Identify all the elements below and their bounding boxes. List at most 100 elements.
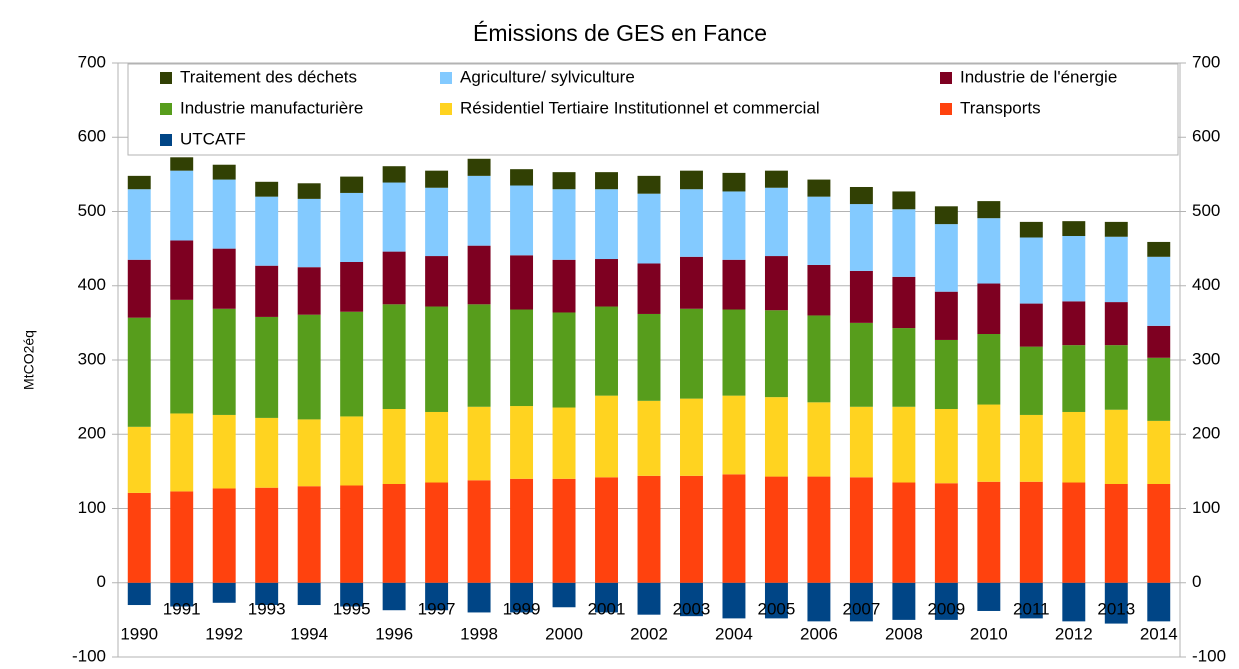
x-tick-label: 2002 xyxy=(630,624,668,643)
bar-segment xyxy=(425,256,449,307)
y-tick-label: 600 xyxy=(78,127,106,146)
bar-segment xyxy=(807,179,831,197)
bar-segment xyxy=(127,582,151,606)
bar-segment xyxy=(127,492,151,583)
bar-segment xyxy=(849,582,873,622)
bar-segment xyxy=(595,395,618,478)
x-tick-label: 1990 xyxy=(120,624,158,643)
legend-swatch xyxy=(440,103,452,115)
bar-segment xyxy=(170,299,194,414)
bar-segment xyxy=(255,196,279,266)
bar-segment xyxy=(680,256,703,309)
bar-segment xyxy=(892,191,916,210)
legend-swatch xyxy=(160,134,172,146)
bar-segment xyxy=(212,414,236,489)
bar-segment xyxy=(212,308,236,415)
x-tick-label: 2007 xyxy=(842,599,880,618)
x-tick-label: 1994 xyxy=(290,624,328,643)
bar-segment xyxy=(297,183,321,199)
bar-segment xyxy=(1062,221,1086,237)
y-tick-label: 500 xyxy=(78,201,106,220)
bar-segment xyxy=(170,157,194,171)
bar-segment xyxy=(637,582,661,615)
bar-segment xyxy=(722,474,746,583)
bar-segment xyxy=(1062,411,1086,483)
y2-tick-label: 500 xyxy=(1192,201,1220,220)
bar-segment xyxy=(1104,483,1128,583)
bar-segment xyxy=(722,395,746,475)
bar-segment xyxy=(977,218,1001,284)
y2-tick-label: 100 xyxy=(1192,498,1220,517)
bar-segment xyxy=(764,476,788,583)
bar-segment xyxy=(1147,357,1171,421)
bar-segment xyxy=(212,488,236,583)
y2-tick-label: 600 xyxy=(1192,127,1220,146)
bar-segment xyxy=(637,193,661,264)
x-tick-label: 2008 xyxy=(885,624,923,643)
bar-segment xyxy=(722,309,746,396)
bar-segment xyxy=(1104,236,1128,303)
bar-segment xyxy=(1019,346,1043,415)
bar-segment xyxy=(849,186,873,205)
y2-tick-label: 0 xyxy=(1192,572,1201,591)
bar-segment xyxy=(595,172,618,190)
bar-segment xyxy=(637,400,661,476)
bar-segment xyxy=(127,317,151,427)
bar-segment xyxy=(977,334,1001,405)
x-tick-label: 1999 xyxy=(503,599,541,618)
bar-segment xyxy=(1147,582,1171,622)
bar-segment xyxy=(467,158,491,176)
bar-segment xyxy=(127,426,151,493)
bar-segment xyxy=(977,283,1001,335)
legend-label: Industrie manufacturière xyxy=(180,98,363,117)
legend-label: Traitement des déchets xyxy=(180,67,357,86)
bar-segment xyxy=(170,170,194,241)
bar-segment xyxy=(1062,301,1086,346)
bar-segment xyxy=(680,170,703,190)
bar-segment xyxy=(212,248,236,309)
legend-label: Agriculture/ sylviculture xyxy=(460,67,635,86)
bar-segment xyxy=(425,482,449,583)
bar-segment xyxy=(510,406,534,479)
bar-segment xyxy=(552,478,576,583)
bar-segment xyxy=(934,206,958,225)
bar-segment xyxy=(892,328,916,407)
bar-segment xyxy=(297,582,321,606)
bar-segment xyxy=(382,251,406,305)
bar-segment xyxy=(934,582,958,620)
bar-segment xyxy=(467,245,491,305)
legend-label: UTCATF xyxy=(180,129,246,148)
bar-segment xyxy=(340,416,364,486)
bar-segment xyxy=(934,339,958,410)
bar-segment xyxy=(1147,241,1171,257)
y-tick-label: -100 xyxy=(72,646,106,664)
bar-segment xyxy=(1147,256,1171,326)
bar-segment xyxy=(764,397,788,477)
bar-segment xyxy=(764,582,788,619)
bar-segment xyxy=(1147,483,1171,583)
bar-segment xyxy=(764,310,788,398)
y-tick-label: 100 xyxy=(78,498,106,517)
bar-segment xyxy=(255,417,279,488)
bar-segment xyxy=(297,419,321,487)
bar-segment xyxy=(595,582,618,613)
bar-segment xyxy=(849,270,873,323)
bar-segment xyxy=(1147,420,1171,484)
bar-segment xyxy=(297,486,321,583)
bar-segment xyxy=(1062,482,1086,583)
bar-segment xyxy=(552,407,576,479)
bar-segment xyxy=(722,259,746,310)
bar-segment xyxy=(934,224,958,292)
bar-segment xyxy=(1104,302,1128,346)
bar-segment xyxy=(1147,325,1171,358)
bar-segment xyxy=(1062,236,1086,302)
bar-segment xyxy=(340,261,364,312)
y2-tick-label: 300 xyxy=(1192,349,1220,368)
y2-tick-label: 700 xyxy=(1192,52,1220,71)
bar-segment xyxy=(764,256,788,311)
bar-segment xyxy=(170,491,194,583)
legend-swatch xyxy=(940,103,952,115)
bar-segment xyxy=(510,169,534,186)
